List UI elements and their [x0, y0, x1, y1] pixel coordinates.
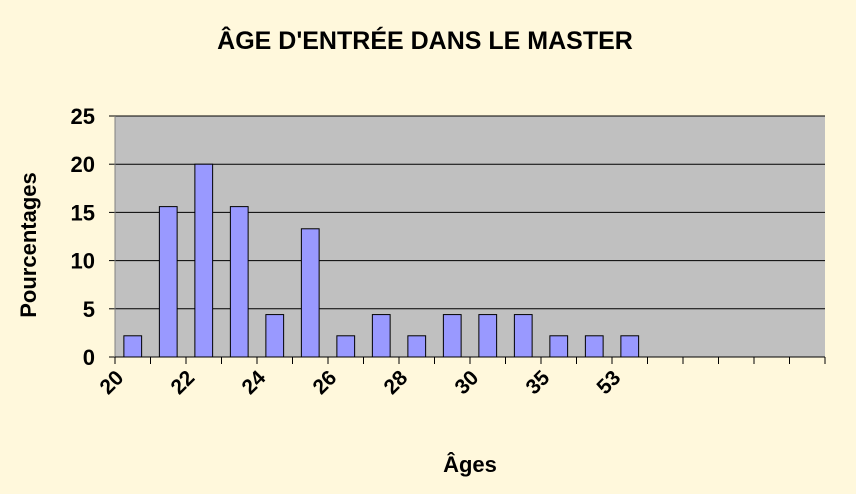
- y-tick-label: 10: [71, 249, 95, 274]
- chart-title: ÂGE D'ENTRÉE DANS LE MASTER: [217, 25, 633, 55]
- bar: [620, 335, 640, 358]
- y-tick-label: 20: [71, 152, 95, 177]
- bar: [584, 335, 604, 358]
- y-axis-title: Pourcentages: [16, 172, 41, 318]
- y-tick-label: 5: [83, 297, 95, 322]
- bar: [513, 314, 533, 358]
- y-tick-label: 0: [83, 345, 95, 370]
- y-tick-label: 25: [71, 104, 95, 129]
- bar: [158, 206, 178, 358]
- x-axis-title: Âges: [443, 452, 497, 477]
- bar: [442, 314, 462, 358]
- bar: [229, 206, 249, 358]
- bar: [371, 314, 391, 358]
- bar: [336, 335, 356, 358]
- plot-area: [115, 116, 825, 357]
- bar: [300, 228, 320, 358]
- bar: [407, 335, 427, 358]
- bar: [549, 335, 569, 358]
- bar: [194, 163, 214, 358]
- bar: [478, 314, 498, 358]
- y-tick-label: 15: [71, 200, 95, 225]
- bar: [265, 314, 285, 358]
- bar: [123, 335, 143, 358]
